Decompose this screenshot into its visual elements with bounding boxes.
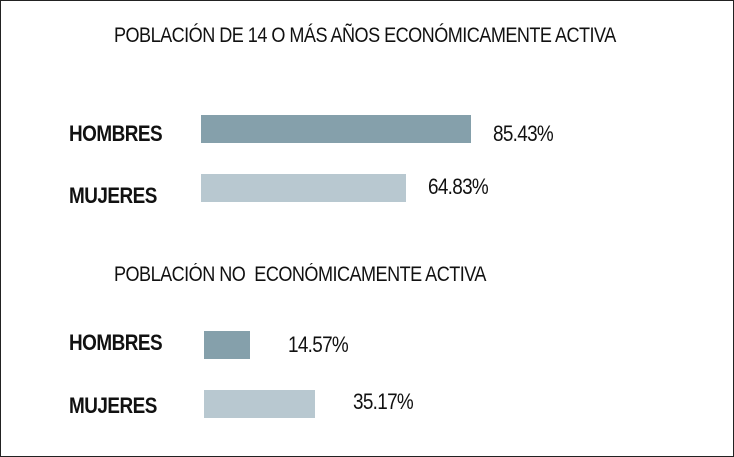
bar-mujeres [201, 174, 406, 202]
category-label-mujeres: MUJERES [69, 393, 157, 418]
value-label-mujeres: 35.17% [353, 389, 414, 414]
bar-hombres [204, 331, 250, 359]
chart-title-inactive: POBLACIÓN NO ECONÓMICAMENTE ACTIVA [114, 263, 486, 286]
bar-hombres [201, 115, 471, 143]
bar-mujeres [204, 390, 315, 418]
value-label-mujeres: 64.83% [428, 174, 489, 199]
category-label-mujeres: MUJERES [69, 183, 157, 208]
value-label-hombres: 85.43% [493, 121, 554, 146]
chart-title-active: POBLACIÓN DE 14 O MÁS AÑOS ECONÓMICAMENT… [114, 24, 616, 47]
value-label-hombres: 14.57% [288, 332, 349, 357]
category-label-hombres: HOMBRES [69, 330, 163, 355]
category-label-hombres: HOMBRES [69, 121, 163, 146]
